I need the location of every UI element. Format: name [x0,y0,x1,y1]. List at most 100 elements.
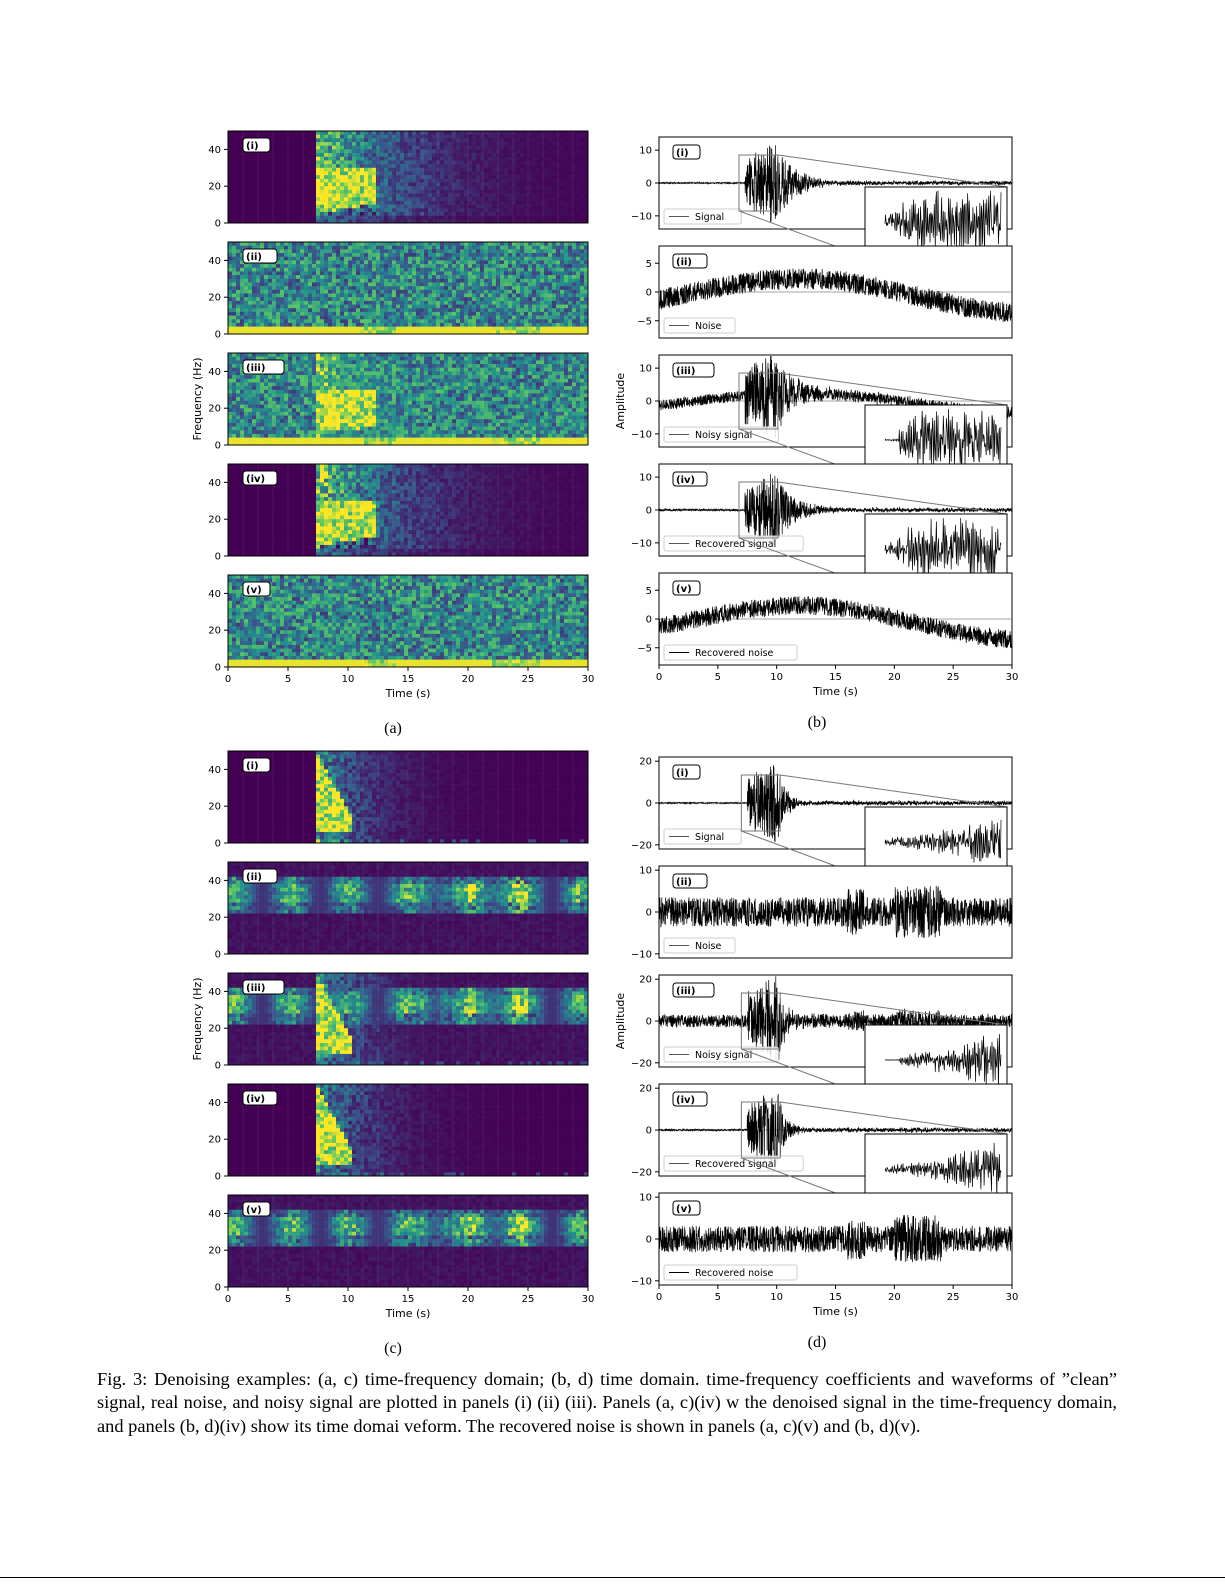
spectrogram-panel: (i) 0 20 40 [208,750,589,850]
y-tick-label: 0 [215,1283,221,1294]
waveform-trace [658,268,1013,322]
y-tick-label: 0 [646,506,652,517]
spectrogram-a: Frequency (Hz) (i) 0 20 40 (ii) 0 20 40 (iii) 0 20 4… [191,130,594,700]
spectrogram-panel: (iv) 0 20 40 [208,1083,589,1183]
y-tick-label: 0 [215,1061,221,1072]
panel-tag: (ii) [242,868,278,884]
legend: Recovered noise [663,1264,798,1281]
legend-label: Noisy signal [695,430,752,441]
zoom-inset [864,1133,1008,1205]
panel-label: (ii) [676,257,692,268]
y-tick-label: 0 [646,1235,652,1246]
y-tick-label: 10 [639,866,652,877]
x-tick-label: 30 [582,1294,595,1305]
x-tick-label: 15 [402,674,415,685]
y-tick-label: −5 [637,643,652,654]
x-tick-label: 0 [656,1292,662,1303]
panel-label: (iv) [246,474,265,485]
panel-label: (ii) [676,877,692,888]
x-tick-label: 0 [225,1294,231,1305]
x-tick-label: 0 [225,674,231,685]
x-tick-label: 15 [402,1294,415,1305]
y-tick-label: 20 [208,1024,221,1035]
y-tick-label: 20 [208,1135,221,1146]
y-tick-label: 0 [215,219,221,230]
waveform-panel: (v) Recovered noise 5 0 −5 [637,572,1013,666]
y-tick-label: 20 [639,757,652,768]
zoom-region [738,372,779,430]
waveform-panel: (v) Recovered noise 10 0 −10 [631,1192,1013,1287]
panel-tag: (iv) [672,1091,708,1107]
spectrogram-panel: (iii) 0 20 40 [208,352,589,452]
panel-label: (i) [676,148,689,159]
legend-label: Noisy signal [695,1050,752,1061]
legend-label: Recovered noise [695,1268,774,1279]
panel-tag: (iv) [242,470,278,486]
x-tick-label: 20 [888,672,901,683]
waveform-trace [658,595,1013,649]
spectrogram-panel: (iii) 0 20 40 [208,972,589,1072]
y-tick-label: 20 [639,1084,652,1095]
waveform-trace [658,145,1013,223]
y-tick-label: −10 [631,429,652,440]
waveform-trace [658,765,1013,843]
y-axis-label: Frequency (Hz) [191,358,204,441]
page-bottom-rule [0,1577,1225,1578]
y-tick-label: 0 [215,1172,221,1183]
legend: Noisy signal [663,426,779,443]
y-tick-label: −10 [631,1276,652,1287]
panel-label: (i) [676,768,689,779]
panel-tag: (iv) [242,1090,278,1106]
legend-label: Noise [695,321,722,332]
y-tick-label: 40 [208,256,221,267]
y-tick-label: 20 [639,975,652,986]
waveform-trace [658,1093,1013,1172]
waveform-trace [658,885,1013,938]
panel-tag: (v) [672,1200,701,1216]
spectrogram-panel: (ii) 0 20 40 [208,241,589,341]
y-tick-label: 0 [646,288,652,299]
x-tick-label: 5 [285,1294,291,1305]
subfigure-label-c: (c) [373,1340,413,1358]
panel-tag: (v) [672,580,701,596]
subfigure-label-b: (b) [797,714,837,732]
subfigure-label-a: (a) [373,720,413,738]
x-tick-label: 10 [770,1292,783,1303]
waveform-panel: (iii) Noisy signal 20 0 −20 [631,974,1013,1096]
spectrogram-panel: (ii) 0 20 40 [208,861,589,961]
panel-frame [227,352,589,446]
y-tick-label: 20 [208,802,221,813]
figure-3: Frequency (Hz) (i) 0 20 40 (ii) 0 20 40 (iii) 0 20 4… [191,130,1019,1320]
panel-frame [227,861,589,955]
x-tick-label: 20 [462,1294,475,1305]
y-tick-label: 40 [208,765,221,776]
panel-frame [227,750,589,844]
x-tick-label: 30 [1006,672,1019,683]
panel-label: (iii) [676,366,695,377]
panel-label: (ii) [246,252,262,263]
y-tick-label: 40 [208,987,221,998]
x-tick-label: 5 [715,1292,721,1303]
y-tick-label: 0 [646,799,652,810]
panel-frame [227,463,589,557]
y-tick-label: 0 [646,1126,652,1137]
y-tick-label: −10 [631,949,652,960]
waveform-d: Amplitude(i)Signal200−20(ii)Noise100−10(… [614,756,1018,1318]
panel-tag: (iii) [672,362,715,378]
y-axis-label: Amplitude [614,993,627,1050]
y-tick-label: 20 [208,182,221,193]
panel-tag: (v) [242,1201,271,1217]
panel-label: (i) [246,141,259,152]
waveform-panel: (iv) Recovered signal 10 0 −10 [631,463,1013,585]
waveform-panel: (ii) Noise 10 0 −10 [631,865,1013,960]
panel-label: (v) [246,585,262,596]
y-tick-label: 0 [215,839,221,850]
y-tick-label: 20 [208,515,221,526]
zoom-region [738,154,779,212]
y-tick-label: 0 [646,908,652,919]
spectrogram-c: Frequency (Hz) (i) 0 20 40 (ii) 0 20 40 (iii) 0 20 4… [191,750,595,1320]
x-tick-label: 10 [342,674,355,685]
y-tick-label: 40 [208,145,221,156]
zoom-inset [864,404,1008,476]
x-axis-label: Time (s) [385,1307,431,1320]
